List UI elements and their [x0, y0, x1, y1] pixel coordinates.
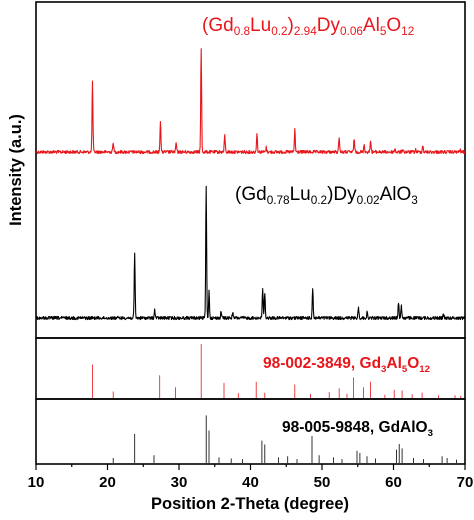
label-subscript: 0.2: [271, 25, 287, 38]
series-garnet-label: (Gd0.8Lu0.2)2.94Dy0.06Al5O12: [202, 15, 414, 38]
series-layer: [35, 48, 466, 321]
x-tick-label: 50: [314, 474, 331, 491]
label-text: (Gd: [235, 184, 267, 205]
label-subscript: 3: [428, 428, 433, 439]
label-subscript: 5: [380, 25, 387, 38]
label-text: Al: [386, 355, 402, 372]
x-axis-label: Position 2-Theta (degree): [151, 495, 349, 513]
reference-garnet-sticks: [92, 344, 462, 398]
series-perovskite-label: (Gd0.78Lu0.2)Dy0.02AlO3: [235, 184, 418, 207]
label-text: Dy: [317, 15, 341, 36]
reference-garnet-label: 98-002-3849, Gd3Al5O12: [263, 355, 430, 375]
reference-perovskite-label: 98-005-9848, GdAlO3: [282, 419, 433, 439]
reference-perovskite-sticks: [112, 415, 457, 463]
label-subscript: 12: [401, 25, 414, 38]
label-subscript: 0.8: [234, 25, 251, 38]
x-axis-tick-labels: 10 20 30 40 50 60 70: [28, 474, 474, 491]
label-subscript: 0.2: [311, 194, 327, 207]
x-tick-label: 20: [99, 474, 116, 491]
series-perovskite-pattern: [35, 185, 466, 321]
x-axis-ticks: [35, 464, 466, 470]
series-garnet-pattern: [35, 48, 466, 155]
label-subscript: 12: [419, 364, 430, 375]
label-text: Al: [363, 15, 380, 36]
label-subscript: 5: [402, 364, 408, 375]
x-tick-label: 30: [171, 474, 188, 491]
label-text: O: [386, 15, 401, 36]
label-subscript: 0.06: [340, 25, 363, 38]
label-subscript: 0.02: [357, 194, 380, 207]
x-tick-label: 60: [385, 474, 402, 491]
label-text: Lu: [290, 184, 311, 205]
label-text: (Gd: [202, 15, 234, 36]
x-tick-label: 70: [457, 474, 474, 491]
x-tick-label: 10: [28, 474, 45, 491]
label-text: )Dy: [327, 184, 357, 205]
y-axis-label: Intensity (a.u.): [7, 114, 25, 226]
label-subscript: 0.78: [267, 194, 290, 207]
label-text: AlO: [380, 184, 412, 205]
label-subscript: 3: [381, 364, 386, 375]
label-text: 98-002-3849, Gd: [263, 355, 381, 372]
main-panel-frame: [35, 1, 466, 339]
label-text: Lu: [250, 15, 271, 36]
label-text: 98-005-9848, GdAlO: [282, 419, 428, 436]
label-subscript: 3: [411, 194, 418, 207]
label-text: O: [407, 355, 419, 372]
x-tick-label: 40: [242, 474, 259, 491]
label-subscript: 2.94: [294, 25, 317, 38]
label-text: ): [288, 15, 294, 36]
